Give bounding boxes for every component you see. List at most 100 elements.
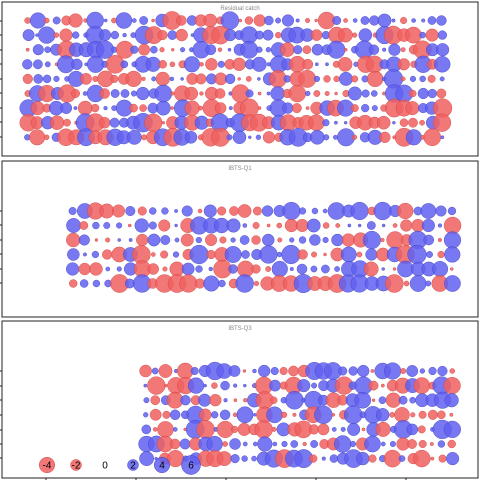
- negative-residual-point: [237, 204, 252, 218]
- negative-residual-point: [375, 421, 391, 437]
- positive-residual-point: [392, 120, 396, 125]
- negative-residual-point: [313, 90, 321, 97]
- positive-residual-point: [311, 43, 324, 56]
- positive-residual-point: [203, 383, 207, 388]
- negative-residual-point: [159, 47, 165, 53]
- positive-residual-point: [103, 18, 108, 23]
- positive-residual-point: [180, 47, 186, 53]
- positive-residual-point: [211, 411, 219, 419]
- positive-residual-point: [314, 62, 319, 67]
- negative-residual-point: [129, 103, 138, 113]
- positive-residual-point: [296, 263, 308, 275]
- negative-residual-point: [238, 18, 243, 23]
- positive-residual-point: [198, 393, 212, 407]
- positive-residual-point: [103, 222, 111, 229]
- negative-residual-point: [137, 206, 147, 216]
- negative-residual-point: [112, 204, 126, 218]
- positive-residual-point: [262, 29, 274, 41]
- positive-residual-point: [174, 209, 178, 213]
- panel-title: IBTS-Q3: [228, 326, 252, 332]
- positive-residual-point: [125, 206, 136, 216]
- negative-residual-point: [99, 203, 115, 219]
- positive-residual-point: [245, 89, 254, 98]
- positive-residual-point: [180, 395, 191, 406]
- positive-residual-point: [224, 246, 242, 263]
- positive-residual-point: [360, 16, 370, 25]
- negative-residual-point: [170, 91, 175, 96]
- positive-residual-point: [423, 234, 435, 246]
- positive-residual-point: [272, 441, 278, 447]
- positive-residual-point: [314, 405, 333, 424]
- positive-residual-point: [443, 420, 461, 438]
- legend-bubble: [153, 456, 171, 474]
- negative-residual-point: [253, 206, 262, 216]
- negative-residual-point: [162, 266, 168, 272]
- positive-residual-point: [427, 16, 437, 25]
- positive-residual-point: [44, 61, 51, 68]
- positive-residual-point: [446, 452, 460, 466]
- positive-residual-point: [149, 207, 157, 215]
- negative-residual-point: [437, 410, 446, 420]
- positive-residual-point: [174, 223, 178, 228]
- positive-residual-point: [79, 279, 89, 288]
- negative-residual-point: [219, 236, 227, 244]
- negative-residual-point: [110, 74, 119, 83]
- positive-residual-point: [309, 234, 321, 246]
- positive-residual-point: [117, 238, 121, 242]
- negative-residual-point: [270, 396, 278, 404]
- negative-residual-point: [368, 380, 379, 391]
- positive-residual-point: [53, 75, 60, 82]
- positive-residual-point: [223, 398, 228, 403]
- positive-residual-point: [189, 244, 209, 265]
- positive-residual-point: [434, 56, 451, 73]
- positive-residual-point: [181, 262, 195, 276]
- positive-residual-point: [167, 30, 178, 40]
- positive-residual-point: [313, 75, 321, 82]
- negative-residual-point: [419, 119, 425, 126]
- legend-bubble: [181, 455, 201, 475]
- negative-residual-point: [308, 114, 325, 131]
- positive-residual-point: [241, 455, 248, 462]
- positive-residual-point: [421, 18, 426, 23]
- positive-residual-point: [338, 71, 353, 86]
- positive-residual-point: [67, 248, 80, 261]
- negative-residual-point: [305, 106, 310, 110]
- negative-residual-point: [158, 364, 173, 378]
- positive-residual-point: [443, 231, 462, 249]
- negative-residual-point: [237, 77, 241, 81]
- positive-residual-point: [22, 29, 35, 42]
- negative-residual-point: [266, 223, 271, 228]
- negative-residual-point: [199, 91, 204, 96]
- positive-residual-point: [139, 16, 149, 25]
- negative-residual-point: [371, 398, 376, 402]
- positive-residual-point: [281, 244, 301, 265]
- positive-residual-point: [419, 75, 426, 83]
- negative-residual-point: [162, 410, 171, 419]
- positive-residual-point: [329, 454, 339, 463]
- negative-residual-point: [253, 14, 266, 27]
- positive-residual-point: [310, 130, 325, 145]
- positive-residual-point: [224, 29, 237, 42]
- negative-residual-point: [98, 116, 111, 129]
- positive-residual-point: [350, 201, 369, 221]
- negative-residual-point: [394, 407, 410, 423]
- legend-bubble: [70, 459, 82, 471]
- positive-residual-point: [419, 31, 426, 39]
- positive-residual-point: [258, 364, 271, 378]
- positive-residual-point: [437, 440, 446, 448]
- positive-residual-point: [432, 261, 449, 277]
- positive-residual-point: [276, 251, 283, 258]
- positive-residual-point: [179, 438, 191, 450]
- positive-residual-point: [229, 438, 241, 450]
- positive-residual-point: [92, 221, 100, 230]
- negative-residual-point: [288, 365, 299, 377]
- positive-residual-point: [190, 367, 199, 375]
- positive-residual-point: [195, 236, 202, 244]
- negative-residual-point: [209, 394, 222, 407]
- negative-residual-point: [271, 426, 277, 432]
- negative-residual-point: [368, 454, 377, 463]
- negative-residual-point: [277, 237, 283, 243]
- negative-residual-point: [158, 60, 167, 69]
- negative-residual-point: [197, 208, 203, 214]
- positive-residual-point: [436, 43, 450, 57]
